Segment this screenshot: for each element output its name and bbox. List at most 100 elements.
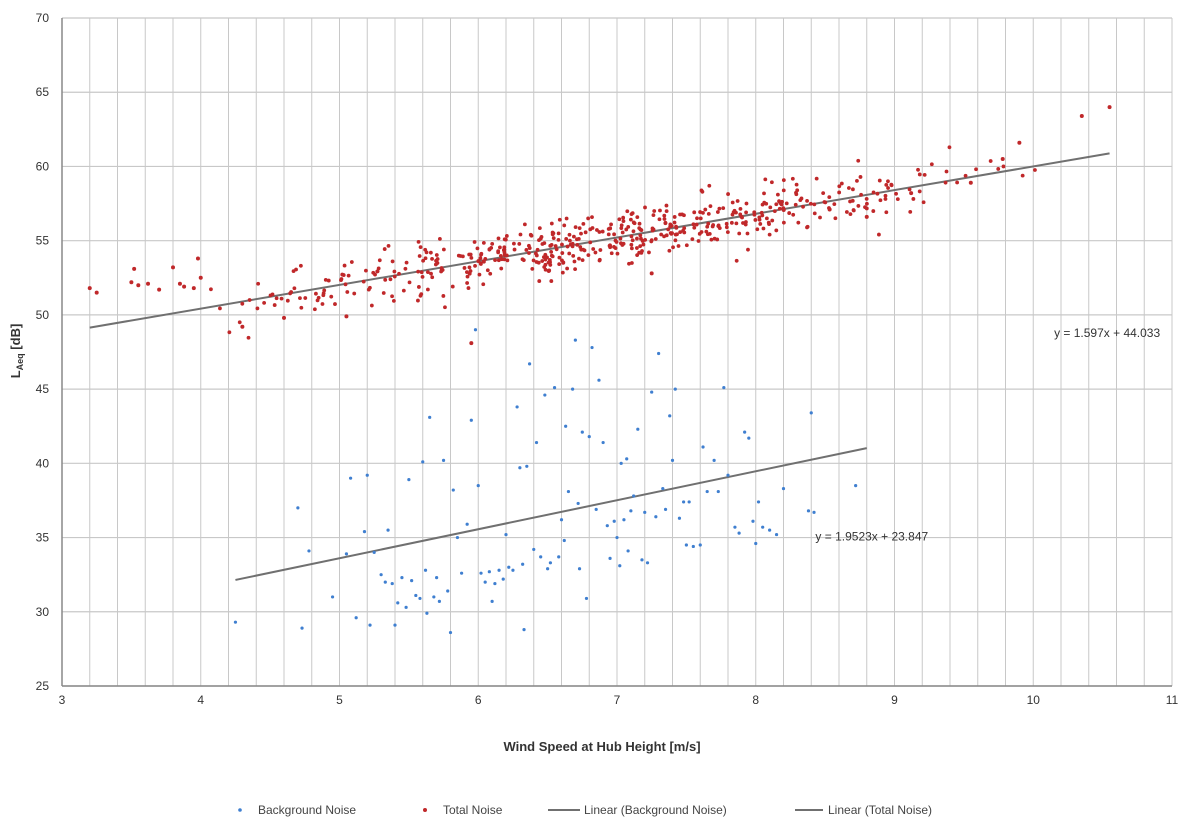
data-point-background: [502, 578, 505, 581]
data-point-total: [402, 289, 406, 293]
data-point-background: [699, 543, 702, 546]
data-point-total: [1001, 157, 1005, 161]
data-point-total: [479, 262, 483, 266]
data-point-total: [762, 191, 766, 195]
data-point-background: [571, 388, 574, 391]
data-point-background: [435, 576, 438, 579]
data-point-background: [532, 548, 535, 551]
data-point-total: [426, 288, 430, 292]
data-point-total: [923, 173, 927, 177]
data-point-background: [564, 425, 567, 428]
data-point-total: [674, 225, 678, 229]
data-point-background: [539, 555, 542, 558]
data-point-background: [460, 572, 463, 575]
data-point-total: [744, 220, 748, 224]
data-point-total: [286, 299, 290, 303]
data-point-total: [833, 216, 837, 220]
data-point-background: [757, 500, 760, 503]
data-point-total: [879, 198, 883, 202]
data-point-background: [650, 390, 653, 393]
data-point-background: [782, 487, 785, 490]
data-point-total: [725, 225, 729, 229]
data-point-total: [299, 264, 303, 268]
data-point-total: [571, 254, 575, 258]
data-point-background: [733, 526, 736, 529]
data-point-total: [538, 226, 542, 230]
data-point-total: [519, 233, 523, 237]
data-point-background: [632, 494, 635, 497]
data-point-total: [547, 269, 551, 273]
data-point-total: [419, 245, 423, 249]
data-point-total: [227, 330, 231, 334]
data-point-total: [314, 292, 318, 296]
data-point-total: [886, 179, 890, 183]
data-point-total: [916, 168, 920, 172]
data-point-total: [345, 290, 349, 294]
data-point-total: [408, 280, 412, 284]
data-point-total: [469, 256, 473, 260]
data-point-total: [568, 233, 572, 237]
data-point-total: [665, 204, 669, 208]
data-point-total: [317, 296, 321, 300]
data-point-background: [400, 576, 403, 579]
data-point-total: [865, 215, 869, 219]
data-point-total: [692, 210, 696, 214]
data-point-background: [331, 595, 334, 598]
data-point-total: [773, 209, 777, 213]
data-point-background: [452, 488, 455, 491]
data-point-total: [292, 286, 296, 290]
data-point-background: [627, 549, 630, 552]
data-point-total: [565, 267, 569, 271]
data-point-total: [256, 307, 260, 311]
data-point-total: [908, 210, 912, 214]
data-point-total: [871, 209, 875, 213]
data-point-total: [671, 245, 675, 249]
data-point-total: [813, 211, 817, 215]
data-point-total: [815, 177, 819, 181]
data-point-total: [610, 251, 614, 255]
data-point-total: [674, 238, 678, 242]
data-point-total: [463, 266, 467, 270]
data-point-total: [725, 222, 729, 226]
data-point-total: [664, 221, 668, 225]
data-point-total: [418, 254, 422, 258]
data-point-background: [493, 582, 496, 585]
data-point-total: [581, 258, 585, 262]
data-point-total: [764, 202, 768, 206]
data-point-total: [638, 222, 642, 226]
data-point-total: [632, 229, 636, 233]
data-point-total: [740, 216, 744, 220]
legend-label-linear-background: Linear (Background Noise): [584, 803, 727, 817]
data-point-total: [700, 188, 704, 192]
data-point-total: [392, 299, 396, 303]
data-point-background: [664, 508, 667, 511]
data-point-total: [598, 248, 602, 252]
data-point-total: [795, 188, 799, 192]
data-point-background: [396, 601, 399, 604]
x-tick-label: 5: [336, 693, 343, 707]
data-point-background: [602, 441, 605, 444]
data-point-total: [280, 297, 284, 301]
data-point-total: [405, 261, 409, 265]
data-point-background: [525, 465, 528, 468]
data-point-background: [368, 624, 371, 627]
data-point-total: [512, 242, 516, 246]
data-point-total: [465, 281, 469, 285]
data-point-background: [546, 567, 549, 570]
data-point-total: [631, 238, 635, 242]
data-point-background: [585, 597, 588, 600]
data-point-total: [620, 223, 624, 227]
data-point-total: [1033, 168, 1037, 172]
data-point-total: [849, 212, 853, 216]
data-point-total: [558, 218, 562, 222]
data-point-background: [386, 529, 389, 532]
legend-label-linear-total: Linear (Total Noise): [828, 803, 932, 817]
data-point-total: [629, 218, 633, 222]
data-point-total: [218, 307, 222, 311]
data-point-total: [703, 208, 707, 212]
data-point-background: [807, 509, 810, 512]
data-point-total: [443, 305, 447, 309]
data-point-total: [845, 210, 849, 214]
data-point-total: [342, 273, 346, 277]
data-point-total: [734, 221, 738, 225]
